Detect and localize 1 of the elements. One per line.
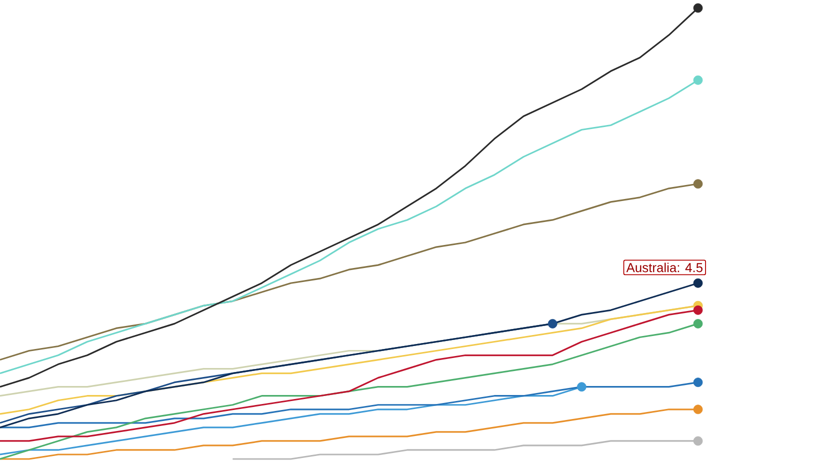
annotation: Australia: 4.5: [626, 262, 702, 272]
